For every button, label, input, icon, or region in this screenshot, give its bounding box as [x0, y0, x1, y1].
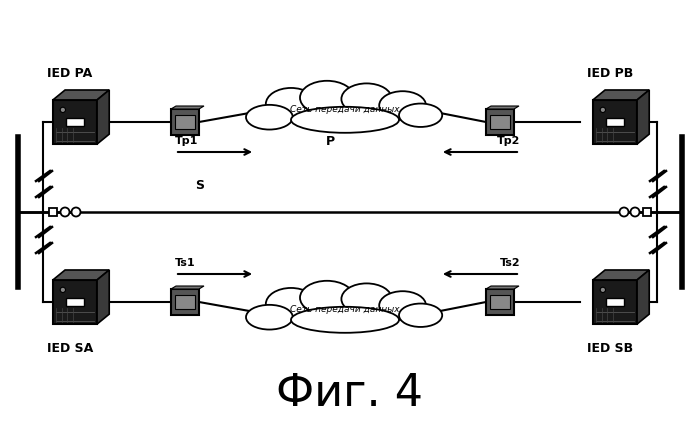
Polygon shape: [486, 286, 519, 289]
Polygon shape: [53, 90, 109, 100]
Polygon shape: [593, 100, 637, 144]
Polygon shape: [593, 280, 637, 324]
Ellipse shape: [246, 305, 293, 330]
Text: S: S: [195, 179, 204, 192]
Bar: [66, 118, 84, 127]
Polygon shape: [53, 280, 97, 324]
Polygon shape: [53, 270, 109, 280]
Bar: [66, 298, 84, 306]
Text: IED SB: IED SB: [587, 342, 633, 355]
Text: Ts2: Ts2: [499, 258, 520, 268]
Ellipse shape: [291, 307, 399, 333]
Polygon shape: [97, 270, 109, 324]
Polygon shape: [637, 90, 649, 144]
Bar: [486, 289, 514, 315]
Circle shape: [71, 207, 80, 216]
Text: Сеть передачи данных: Сеть передачи данных: [290, 105, 400, 114]
Bar: [486, 109, 514, 135]
Bar: [490, 295, 510, 309]
Bar: [171, 289, 199, 315]
Ellipse shape: [342, 283, 392, 314]
Bar: [175, 295, 195, 309]
Ellipse shape: [399, 104, 442, 127]
Circle shape: [600, 107, 606, 112]
Bar: [175, 115, 195, 129]
Text: Tp2: Tp2: [496, 136, 520, 146]
Text: IED PA: IED PA: [48, 67, 92, 80]
Bar: [643, 208, 651, 216]
Circle shape: [600, 287, 606, 292]
Text: Фиг. 4: Фиг. 4: [276, 372, 424, 416]
Bar: [49, 208, 57, 216]
Polygon shape: [593, 270, 649, 280]
Ellipse shape: [399, 304, 442, 327]
Circle shape: [631, 207, 640, 216]
Circle shape: [620, 207, 629, 216]
Polygon shape: [53, 100, 97, 144]
Polygon shape: [637, 270, 649, 324]
Polygon shape: [97, 90, 109, 144]
Text: P: P: [326, 135, 335, 148]
Text: IED SA: IED SA: [47, 342, 93, 355]
Ellipse shape: [379, 291, 426, 320]
Ellipse shape: [246, 105, 293, 130]
Text: Ts1: Ts1: [175, 258, 195, 268]
Ellipse shape: [342, 83, 392, 114]
Text: Tp1: Tp1: [175, 136, 198, 146]
Circle shape: [60, 287, 66, 292]
Ellipse shape: [266, 88, 316, 121]
Polygon shape: [171, 106, 204, 109]
Bar: [171, 109, 199, 135]
Circle shape: [60, 207, 69, 216]
Bar: [490, 115, 510, 129]
Ellipse shape: [266, 288, 316, 321]
Polygon shape: [593, 90, 649, 100]
Ellipse shape: [379, 91, 426, 120]
Ellipse shape: [300, 281, 354, 314]
Text: IED PB: IED PB: [587, 67, 633, 80]
Ellipse shape: [300, 81, 354, 114]
Text: Сеть передачи данных: Сеть передачи данных: [290, 305, 400, 314]
Polygon shape: [171, 286, 204, 289]
Polygon shape: [486, 106, 519, 109]
Circle shape: [60, 107, 66, 112]
Bar: [606, 298, 624, 306]
Ellipse shape: [291, 107, 399, 133]
Bar: [606, 118, 624, 127]
